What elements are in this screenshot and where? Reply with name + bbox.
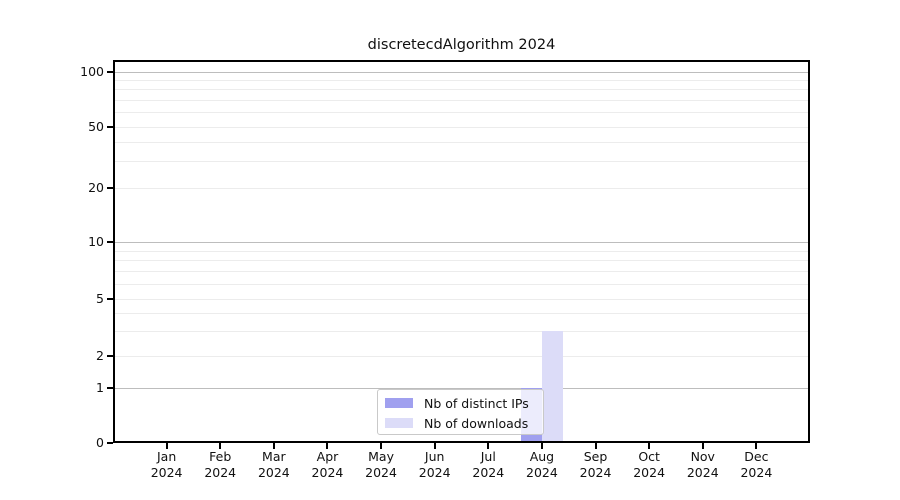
x-tick-year: 2024	[418, 464, 451, 480]
x-tick-month: Jan	[156, 449, 177, 465]
y-tick-label: 1	[96, 380, 104, 396]
y-tick-mark	[107, 241, 113, 243]
y-tick-mark	[107, 387, 113, 390]
x-tick-year: 2024	[150, 464, 183, 480]
gridline-minor	[113, 271, 810, 273]
gridline-major	[113, 71, 810, 73]
legend-swatch	[385, 397, 413, 409]
x-tick-year: 2024	[633, 464, 666, 480]
x-tick-label: Jan 2024	[139, 449, 195, 480]
y-tick-label: 100	[80, 63, 104, 79]
gridline-major	[113, 242, 810, 243]
x-tick-mark	[594, 443, 597, 450]
x-tick-month: Mar	[262, 449, 286, 465]
gridline-minor	[113, 112, 810, 114]
x-tick-mark	[165, 443, 168, 450]
gridline-minor	[113, 356, 810, 357]
chart-title: discretecdAlgorithm 2024	[367, 37, 556, 53]
y-tick-label: 20	[88, 180, 104, 196]
gridline-minor	[113, 284, 810, 286]
y-tick-mark	[107, 298, 113, 301]
gridline-minor	[113, 299, 810, 301]
x-tick-year: 2024	[579, 464, 612, 480]
x-tick-label: Oct 2024	[621, 449, 677, 480]
x-tick-month: Aug	[529, 449, 555, 465]
x-tick-label: May 2024	[353, 449, 409, 480]
legend-row: Nb of distinct IPs	[378, 393, 543, 413]
x-tick-year: 2024	[311, 464, 344, 480]
x-tick-label: Jul 2024	[460, 449, 516, 480]
x-tick-mark	[648, 443, 651, 450]
x-tick-year: 2024	[686, 464, 719, 480]
x-tick-year: 2024	[204, 464, 237, 480]
bar-downloads	[541, 330, 563, 444]
x-tick-mark	[540, 443, 543, 450]
gridline-minor	[113, 330, 810, 332]
x-tick-label: Feb 2024	[192, 449, 248, 480]
x-tick-label: Dec 2024	[728, 449, 784, 480]
y-tick-label: 10	[88, 234, 104, 249]
gridline-minor	[113, 313, 810, 315]
x-tick-month: May	[368, 449, 394, 465]
gridline-major	[113, 388, 810, 390]
x-tick-mark	[755, 443, 758, 450]
x-tick-year: 2024	[740, 464, 773, 480]
x-tick-month: Jun	[424, 449, 445, 465]
x-tick-mark	[487, 443, 490, 450]
x-tick-month: Nov	[690, 449, 715, 465]
gridline-minor	[113, 161, 810, 163]
x-tick-label: Jun 2024	[407, 449, 463, 480]
x-tick-label: Sep 2024	[568, 449, 624, 480]
x-tick-mark	[701, 443, 704, 450]
x-tick-year: 2024	[257, 464, 290, 480]
x-tick-month: Dec	[744, 449, 769, 465]
legend-row: Nb of downloads	[378, 413, 543, 433]
legend-label: Nb of downloads	[424, 415, 529, 431]
x-tick-month: Feb	[209, 449, 232, 465]
x-tick-label: Apr 2024	[299, 449, 355, 480]
gridline-minor	[113, 89, 810, 91]
y-tick-mark	[107, 355, 113, 357]
y-tick-mark	[107, 442, 113, 445]
x-tick-year: 2024	[472, 464, 505, 480]
x-tick-label: Nov 2024	[675, 449, 731, 480]
x-tick-month: Oct	[638, 449, 660, 465]
x-tick-label: Aug 2024	[514, 449, 570, 480]
x-tick-mark	[272, 443, 275, 450]
gridline-minor	[113, 126, 810, 128]
legend: Nb of distinct IPs Nb of downloads	[377, 389, 544, 435]
x-tick-month: Sep	[583, 449, 608, 465]
y-tick-label: 50	[88, 118, 104, 134]
gridline-minor	[113, 250, 810, 252]
gridline-minor	[113, 141, 810, 143]
y-tick-label: 2	[96, 348, 104, 363]
x-tick-mark	[433, 443, 436, 450]
y-tick-mark	[107, 125, 113, 128]
x-tick-mark	[219, 443, 222, 450]
y-tick-mark	[107, 187, 113, 190]
gridline-minor	[113, 80, 810, 82]
legend-label: Nb of distinct IPs	[424, 395, 529, 411]
x-tick-mark	[326, 443, 329, 450]
y-tick-label: 5	[96, 291, 104, 307]
x-tick-month: Apr	[316, 449, 339, 465]
x-tick-year: 2024	[365, 464, 397, 480]
x-tick-mark	[380, 443, 383, 450]
x-tick-year: 2024	[526, 464, 558, 480]
gridline-minor	[113, 188, 810, 190]
gridline-minor	[113, 260, 810, 262]
x-tick-month: Jul	[480, 449, 496, 465]
legend-swatch	[385, 417, 413, 429]
y-tick-mark	[107, 70, 113, 73]
x-tick-label: Mar 2024	[246, 449, 302, 480]
y-tick-label: 0	[96, 435, 104, 451]
gridline-minor	[113, 100, 810, 101]
